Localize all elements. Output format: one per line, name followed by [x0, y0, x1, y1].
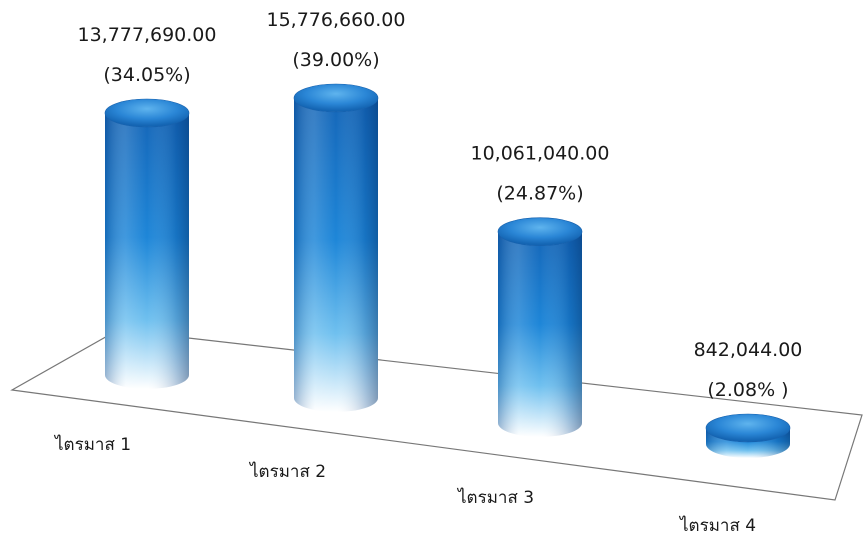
bar-shading: [706, 427, 790, 458]
value-label: 10,061,040.00: [470, 143, 609, 165]
percent-label: (39.00%): [292, 49, 379, 71]
value-label: 13,777,690.00: [77, 24, 216, 46]
percent-label: (34.05%): [103, 64, 190, 86]
bar-cap: [705, 413, 791, 443]
bar-4: [705, 413, 791, 458]
bar-cap: [104, 98, 190, 128]
category-label: ไตรมาส 2: [248, 461, 326, 482]
value-label: 842,044.00: [694, 339, 803, 361]
bar-shading: [294, 98, 378, 412]
category-label: ไตรมาส 1: [53, 434, 131, 455]
bars-group: [104, 83, 791, 458]
bar-cap: [293, 83, 379, 113]
percent-label: (24.87%): [496, 183, 583, 205]
bar-3: [497, 217, 583, 437]
labels-group: 13,777,690.00 (34.05%) 15,776,660.00 (39.00…: [53, 9, 802, 536]
bar-2: [293, 83, 379, 412]
floor-plane: [10, 329, 863, 501]
percent-label: (2.08% ): [707, 379, 788, 401]
bar-shading: [498, 231, 582, 437]
category-label: ไตรมาส 3: [456, 487, 534, 508]
category-label: ไตรมาส 4: [678, 515, 756, 536]
bar-cap: [497, 217, 583, 246]
value-label: 15,776,660.00: [266, 9, 405, 31]
bar-1: [104, 98, 190, 389]
bar-shading: [105, 113, 189, 389]
floor-outline: [10, 329, 863, 501]
